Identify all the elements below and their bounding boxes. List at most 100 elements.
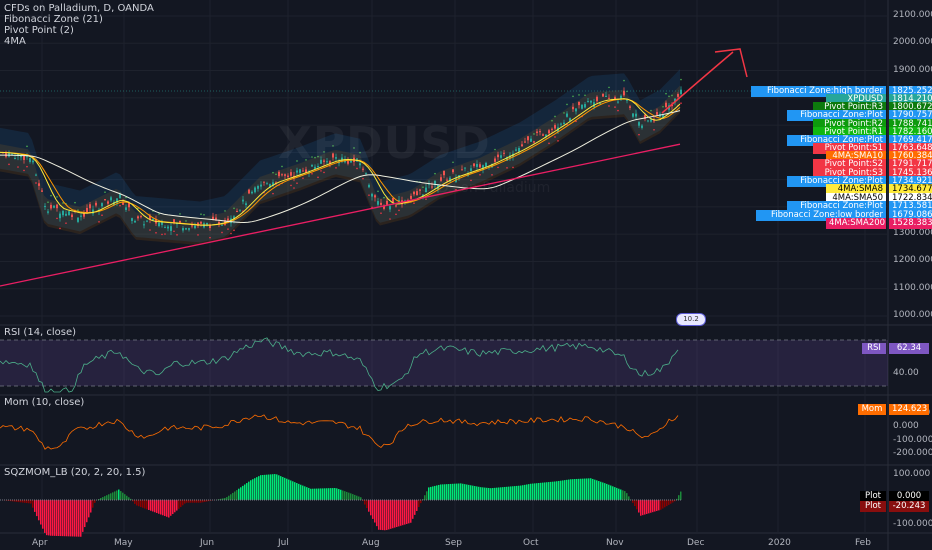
price-tag-value: 1763.648	[889, 143, 932, 154]
candle	[245, 203, 247, 205]
candle	[188, 228, 190, 230]
candle	[47, 211, 49, 213]
candle	[554, 125, 556, 129]
candle	[218, 221, 220, 225]
drawn-arrow-head[interactable]	[714, 48, 748, 78]
time-axis-label: Nov	[606, 538, 624, 548]
candle	[578, 101, 580, 106]
candle	[677, 94, 679, 97]
candle	[602, 93, 604, 97]
candle	[596, 96, 598, 102]
rsi-pane-title[interactable]: RSI (14, close)	[4, 327, 77, 338]
candle	[119, 194, 121, 198]
indicator-4ma[interactable]: 4MA	[4, 36, 26, 47]
candle	[20, 155, 22, 158]
price-tag-label: Pivot Point:R2	[813, 119, 886, 130]
indicator-pivot-point[interactable]: Pivot Point (2)	[4, 25, 74, 36]
price-tag-value: 1734.677	[889, 184, 932, 195]
candle	[452, 169, 454, 173]
sqz-axis-label: 100.000	[893, 469, 931, 479]
sqz-tag-value: 0.000	[889, 491, 929, 502]
candle	[332, 153, 334, 158]
candle	[137, 216, 139, 219]
price-tag-label: Pivot Point:S1	[813, 143, 886, 154]
candle	[209, 225, 211, 228]
candle	[374, 195, 376, 198]
candle	[566, 113, 568, 117]
candle	[413, 191, 415, 195]
drawn-arrow[interactable]	[661, 51, 734, 114]
price-tag-value: 1782.160	[889, 127, 932, 138]
candle	[341, 157, 343, 162]
candle	[314, 166, 316, 170]
price-tag-label: 4MA:SMA8	[826, 184, 886, 195]
mom-axis-label: -100.000	[893, 434, 932, 445]
candle	[485, 162, 487, 168]
candle	[173, 219, 175, 224]
candle	[464, 167, 466, 169]
candle	[320, 159, 322, 164]
rsi-tag-value: 62.34	[889, 343, 929, 354]
candle	[380, 202, 382, 205]
candle	[395, 205, 397, 207]
candle	[431, 186, 433, 188]
rsi-tag-label: RSI	[862, 343, 886, 354]
candle	[50, 204, 52, 209]
candle	[671, 104, 673, 107]
candle	[491, 163, 493, 168]
price-tag-value: 1790.757	[889, 110, 932, 121]
candle	[470, 168, 472, 171]
candle	[221, 224, 223, 226]
candle	[257, 185, 259, 189]
candle	[632, 113, 634, 117]
candle	[365, 173, 367, 175]
candle	[488, 166, 490, 168]
candle	[62, 210, 64, 216]
indicator-fibonacci-zone[interactable]: Fibonacci Zone (21)	[4, 14, 103, 25]
candle	[608, 97, 610, 99]
candle	[65, 213, 67, 216]
price-tag-label: Fibonacci Zone:Plot	[787, 201, 886, 212]
mom-pane-title[interactable]: Mom (10, close)	[4, 397, 85, 408]
candle	[68, 211, 70, 216]
candle	[296, 170, 298, 173]
candle	[281, 174, 283, 176]
event-badge[interactable]: 10.2	[676, 313, 706, 326]
mom-axis-label: -200.000	[893, 448, 932, 458]
sqz-pane-title[interactable]: SQZMOM_LB (20, 2, 20, 1.5)	[4, 467, 146, 478]
candle	[326, 161, 328, 163]
candle	[497, 154, 499, 158]
candle	[44, 205, 46, 207]
candle	[482, 165, 484, 170]
sma10-line	[0, 98, 681, 226]
price-tag-value: 1745.136	[889, 168, 932, 179]
candle	[161, 222, 163, 225]
price-tag-value: 1788.741	[889, 119, 932, 130]
fibonacci-zone-band	[0, 69, 680, 243]
candle	[626, 99, 628, 101]
candle	[398, 199, 400, 201]
candle	[128, 202, 130, 208]
price-tag-label: Pivot Point:R3	[813, 102, 886, 113]
sqz-axis-label: -100.000	[893, 519, 932, 529]
candle	[551, 128, 553, 130]
price-tag-value: 1760.384	[889, 151, 932, 162]
sqz-tag-value: -20.243	[889, 501, 929, 512]
candle	[278, 171, 280, 177]
candle	[449, 177, 451, 182]
candle	[392, 197, 394, 203]
candle	[11, 153, 13, 155]
candle	[134, 220, 136, 223]
rsi-axis-label: 40.00	[893, 368, 919, 378]
candle	[185, 228, 187, 230]
price-tag-value: 1791.717	[889, 159, 932, 170]
candle	[149, 215, 151, 220]
candle	[533, 141, 535, 143]
candle	[503, 152, 505, 154]
candle	[527, 136, 529, 141]
candle	[206, 222, 208, 225]
candle	[515, 149, 517, 151]
price-tag-value: 1769.417	[889, 135, 932, 146]
time-axis-label: Aug	[362, 538, 380, 548]
